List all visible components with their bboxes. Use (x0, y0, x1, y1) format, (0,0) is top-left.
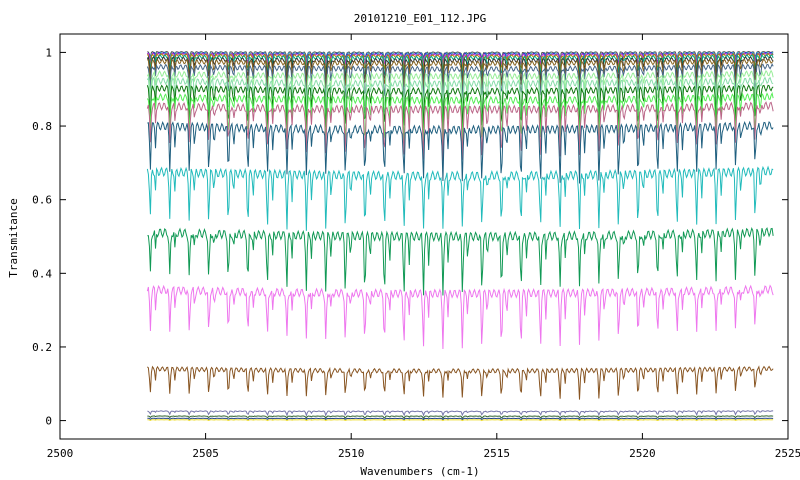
y-axis-label: Transmitance (7, 198, 20, 277)
series-line (146, 84, 774, 131)
series-line (146, 165, 774, 231)
series-line (147, 417, 774, 421)
x-tick-label: 2515 (484, 447, 511, 460)
x-axis-label: Wavenumbers (cm-1) (360, 465, 479, 478)
series-line (147, 419, 774, 422)
series-layer (146, 50, 774, 422)
y-tick-label: 0.4 (32, 267, 52, 280)
y-tick-label: 0.8 (32, 120, 52, 133)
series-line (146, 76, 774, 125)
series-line (146, 284, 774, 350)
series-line (147, 415, 774, 420)
chart-title: 20101210_E01_112.JPG (354, 12, 486, 25)
series-line (147, 410, 774, 417)
y-axis: 0 0.2 0.4 0.6 0.8 1 (32, 46, 788, 428)
series-line (147, 53, 774, 80)
y-tick-label: 0.6 (32, 194, 52, 207)
series-line (146, 62, 774, 102)
x-tick-label: 2525 (775, 447, 800, 460)
y-tick-label: 1 (45, 46, 52, 59)
series-line (147, 226, 774, 296)
plot-frame (59, 33, 789, 440)
x-tick-label: 2510 (338, 447, 365, 460)
series-line (147, 120, 774, 184)
series-line (146, 57, 774, 92)
series-line (146, 365, 774, 400)
x-tick-label: 2520 (629, 447, 656, 460)
series-line (146, 91, 774, 146)
series-line (146, 69, 774, 116)
x-axis: 2500 2505 2510 2515 2520 2525 (47, 34, 800, 460)
series-line (146, 55, 774, 86)
y-tick-label: 0 (45, 415, 52, 428)
x-tick-label: 2505 (192, 447, 219, 460)
series-line (146, 101, 774, 162)
y-tick-label: 0.2 (32, 341, 52, 354)
x-tick-label: 2500 (47, 447, 74, 460)
